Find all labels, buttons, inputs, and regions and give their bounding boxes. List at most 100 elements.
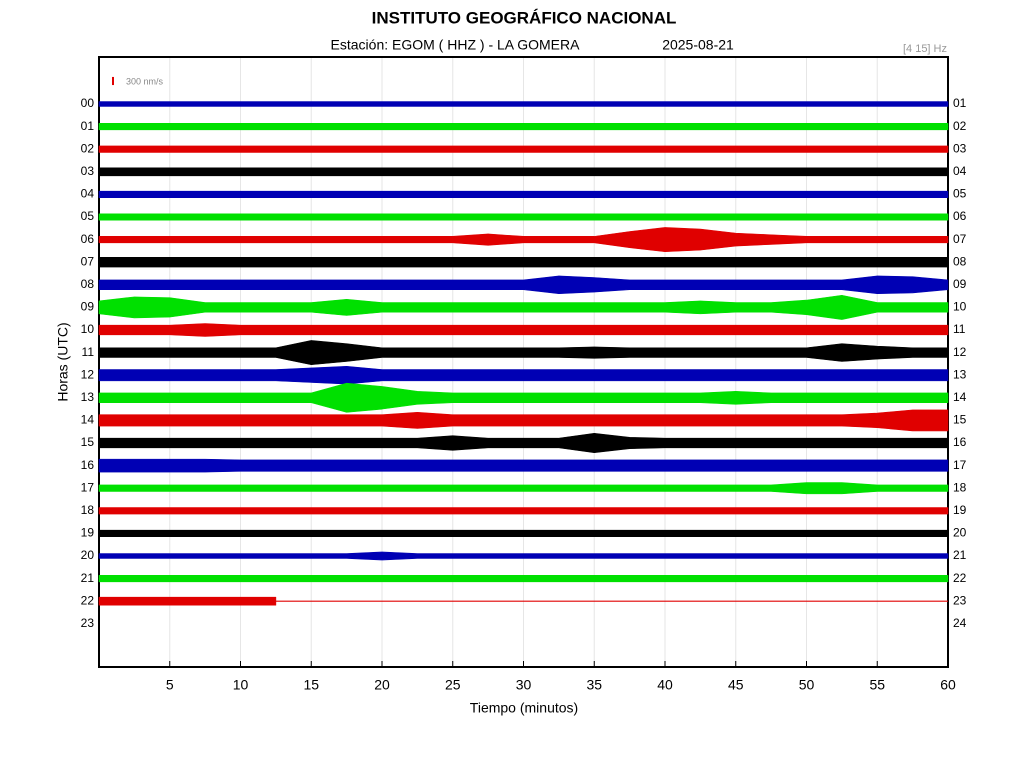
trace-envelope xyxy=(98,510,949,515)
date: 2025-08-21 xyxy=(662,37,734,53)
hour-label-right: 17 xyxy=(953,458,967,472)
hour-label: 14 xyxy=(81,413,95,427)
trace-envelope xyxy=(98,171,949,177)
hour-label-right: 21 xyxy=(953,548,967,562)
hour-label: 19 xyxy=(81,526,95,540)
x-tick-label: 10 xyxy=(233,677,249,693)
hour-label-right: 15 xyxy=(953,413,967,427)
x-tick-label: 60 xyxy=(940,677,956,693)
chart-title: INSTITUTO GEOGRÁFICO NACIONAL xyxy=(372,8,677,27)
hour-label: 16 xyxy=(81,458,95,472)
hour-label-right: 16 xyxy=(953,435,967,449)
hour-label-right: 23 xyxy=(953,593,967,607)
y-axis-label: Horas (UTC) xyxy=(55,322,71,401)
hour-label: 21 xyxy=(81,571,95,585)
trace-envelope xyxy=(98,216,949,221)
trace-envelope xyxy=(98,551,949,557)
trace-envelope xyxy=(98,578,949,583)
trace-envelope xyxy=(98,575,949,579)
trace-envelope xyxy=(98,507,949,512)
x-tick-label: 55 xyxy=(869,677,885,693)
hour-label-right: 14 xyxy=(953,390,967,404)
hour-label: 23 xyxy=(81,616,95,630)
hour-label-right: 03 xyxy=(953,141,967,155)
hour-label: 09 xyxy=(81,300,95,314)
x-tick-label: 20 xyxy=(374,677,390,693)
trace-envelope xyxy=(98,284,949,295)
trace-envelope xyxy=(98,555,949,561)
trace-envelope xyxy=(98,487,949,495)
hour-label: 12 xyxy=(81,367,95,381)
hour-label: 10 xyxy=(81,322,95,336)
scale-label: 300 nm/s xyxy=(126,76,164,86)
trace-envelope xyxy=(98,323,949,331)
hour-label-right: 01 xyxy=(953,96,967,110)
hour-label: 06 xyxy=(81,232,95,246)
hour-label-right: 24 xyxy=(953,616,967,630)
hour-label: 11 xyxy=(82,345,95,359)
hour-label-right: 07 xyxy=(953,232,967,246)
trace-envelope xyxy=(98,465,949,473)
x-tick-label: 35 xyxy=(586,677,602,693)
trace-envelope xyxy=(98,397,949,413)
trace-envelope xyxy=(98,103,949,107)
trace-envelope xyxy=(98,148,949,153)
trace-envelope xyxy=(98,167,949,173)
hour-label: 01 xyxy=(81,119,95,133)
trace-envelope xyxy=(98,275,949,286)
hour-label-right: 04 xyxy=(953,164,967,178)
trace-envelope xyxy=(98,365,949,376)
hour-label-right: 02 xyxy=(953,119,967,133)
trace-envelope xyxy=(98,307,949,320)
x-tick-label: 30 xyxy=(516,677,532,693)
hour-label: 18 xyxy=(81,503,95,517)
trace-envelope xyxy=(98,374,949,385)
hour-label: 00 xyxy=(81,96,95,110)
hour-label: 05 xyxy=(81,209,95,223)
hour-label-right: 19 xyxy=(953,503,967,517)
hour-label-right: 06 xyxy=(953,209,967,223)
trace-envelope xyxy=(98,340,949,353)
trace-envelope xyxy=(98,101,949,105)
trace-envelope xyxy=(98,194,949,198)
hour-label-right: 11 xyxy=(953,322,966,336)
trace-envelope xyxy=(98,329,949,337)
hour-label-right: 18 xyxy=(953,480,967,494)
trace-envelope xyxy=(98,529,949,534)
hour-label-right: 10 xyxy=(953,300,967,314)
hour-label-right: 22 xyxy=(953,571,967,585)
trace-envelope xyxy=(98,409,949,421)
trace-envelope xyxy=(98,533,949,537)
hour-label: 15 xyxy=(81,435,95,449)
hour-label: 07 xyxy=(81,254,95,268)
trace-envelope xyxy=(98,213,949,218)
trace-envelope xyxy=(98,261,949,268)
trace-envelope xyxy=(98,596,277,602)
hour-label: 04 xyxy=(81,187,95,201)
scale-bar xyxy=(112,76,114,86)
trace-envelope xyxy=(98,126,949,131)
trace-envelope xyxy=(98,123,949,127)
trace-envelope xyxy=(98,600,277,606)
x-tick-label: 25 xyxy=(445,677,461,693)
x-tick-label: 15 xyxy=(303,677,319,693)
hour-label-right: 12 xyxy=(953,345,967,359)
trace-envelope xyxy=(98,190,949,195)
trace-envelope xyxy=(98,442,949,454)
trace-envelope xyxy=(98,145,949,150)
hour-label-right: 20 xyxy=(953,526,967,540)
hour-label: 03 xyxy=(81,164,95,178)
x-tick-label: 40 xyxy=(657,677,673,693)
trace-envelope xyxy=(98,482,949,489)
trace-envelope xyxy=(98,382,949,399)
hour-label: 22 xyxy=(81,593,95,607)
trace-envelope xyxy=(98,352,949,366)
hour-label-right: 05 xyxy=(953,187,967,201)
hour-label: 02 xyxy=(81,141,95,155)
hour-label-right: 09 xyxy=(953,277,967,291)
trace-envelope xyxy=(98,294,949,308)
trace-envelope xyxy=(98,239,949,253)
hour-label-right: 08 xyxy=(953,254,967,268)
trace-envelope xyxy=(98,458,949,466)
hour-label: 17 xyxy=(81,480,95,494)
